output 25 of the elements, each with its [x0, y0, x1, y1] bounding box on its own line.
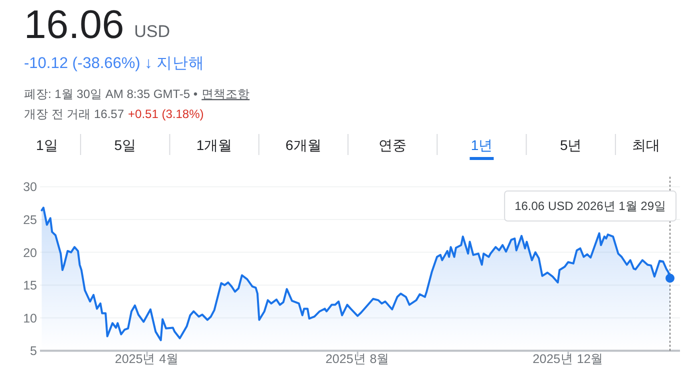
y-tick-label: 10 — [23, 311, 38, 326]
x-tick-label: 2025년 4월 — [114, 352, 180, 365]
text: 개장 전 거래 16.57 — [24, 107, 124, 121]
annotation: 16.06 USD 2026년 1월 29일 — [514, 199, 666, 213]
x-tick-label: 2025년 8월 — [325, 352, 390, 365]
text: +0.51 (3.18%) — [128, 107, 204, 121]
chart-subtitle: USD — [134, 22, 170, 41]
text: 연중 — [378, 137, 407, 153]
text: 6개월 — [286, 137, 322, 153]
text: 1개월 — [196, 137, 232, 153]
x-tick-label: 2025년 12월 — [532, 352, 604, 365]
text: 1일 — [36, 137, 58, 153]
text: -10.12 (-38.66%) ↓ 지난해 — [24, 55, 205, 72]
y-tick-label: 30 — [23, 180, 38, 194]
text: 최대 — [632, 137, 660, 153]
text: 5년 — [560, 137, 582, 153]
y-tick-label: 20 — [23, 246, 38, 260]
chart-title: 16.06 — [24, 3, 124, 47]
y-tick-label: 5 — [30, 344, 38, 358]
text: 5일 — [114, 137, 136, 153]
text: 폐장: 1월 30일 AM 8:35 GMT-5 • — [24, 87, 198, 101]
y-tick-label: 15 — [23, 278, 38, 293]
text: 1년 — [470, 137, 493, 153]
text: 면책조항 — [202, 87, 250, 101]
y-tick-label: 25 — [23, 213, 38, 227]
